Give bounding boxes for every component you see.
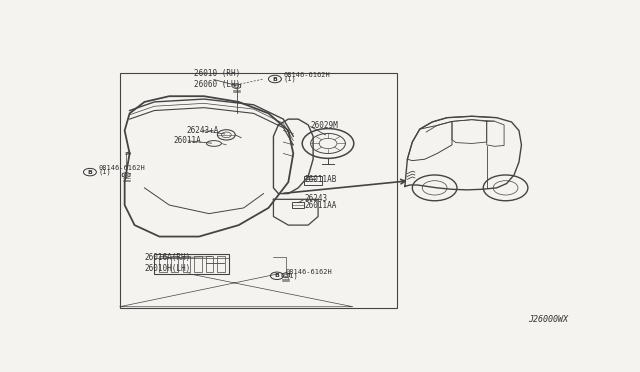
Text: 26011AB: 26011AB [305, 175, 337, 184]
Bar [171, 256, 179, 272]
Text: 26016A(RH)
26010H(LH): 26016A(RH) 26010H(LH) [145, 253, 191, 273]
Text: B: B [273, 77, 277, 81]
Bar [154, 254, 228, 274]
Text: 08146-6162H: 08146-6162H [286, 269, 333, 275]
Bar [217, 256, 225, 272]
Text: 08146-6162H: 08146-6162H [284, 72, 331, 78]
Bar [159, 256, 167, 272]
Bar [120, 73, 397, 308]
Text: 26011AA: 26011AA [305, 201, 337, 209]
Bar [194, 256, 202, 272]
Text: 26029M: 26029M [310, 121, 339, 130]
Text: 26243+A: 26243+A [187, 126, 219, 135]
Text: B: B [275, 273, 279, 278]
Text: 26243: 26243 [305, 194, 328, 203]
Text: 08146-6162H: 08146-6162H [99, 165, 145, 171]
Text: 26011A: 26011A [173, 136, 201, 145]
Text: (1): (1) [99, 169, 111, 175]
Bar [182, 256, 190, 272]
Bar [205, 256, 213, 272]
Bar [304, 176, 322, 185]
Text: 26010 (RH)
26060 (LH): 26010 (RH) 26060 (LH) [194, 69, 241, 89]
Text: B: B [88, 170, 92, 174]
Bar [292, 202, 305, 208]
Text: J26000WX: J26000WX [529, 315, 568, 324]
Text: (1): (1) [284, 76, 296, 82]
Text: (1): (1) [286, 272, 299, 279]
